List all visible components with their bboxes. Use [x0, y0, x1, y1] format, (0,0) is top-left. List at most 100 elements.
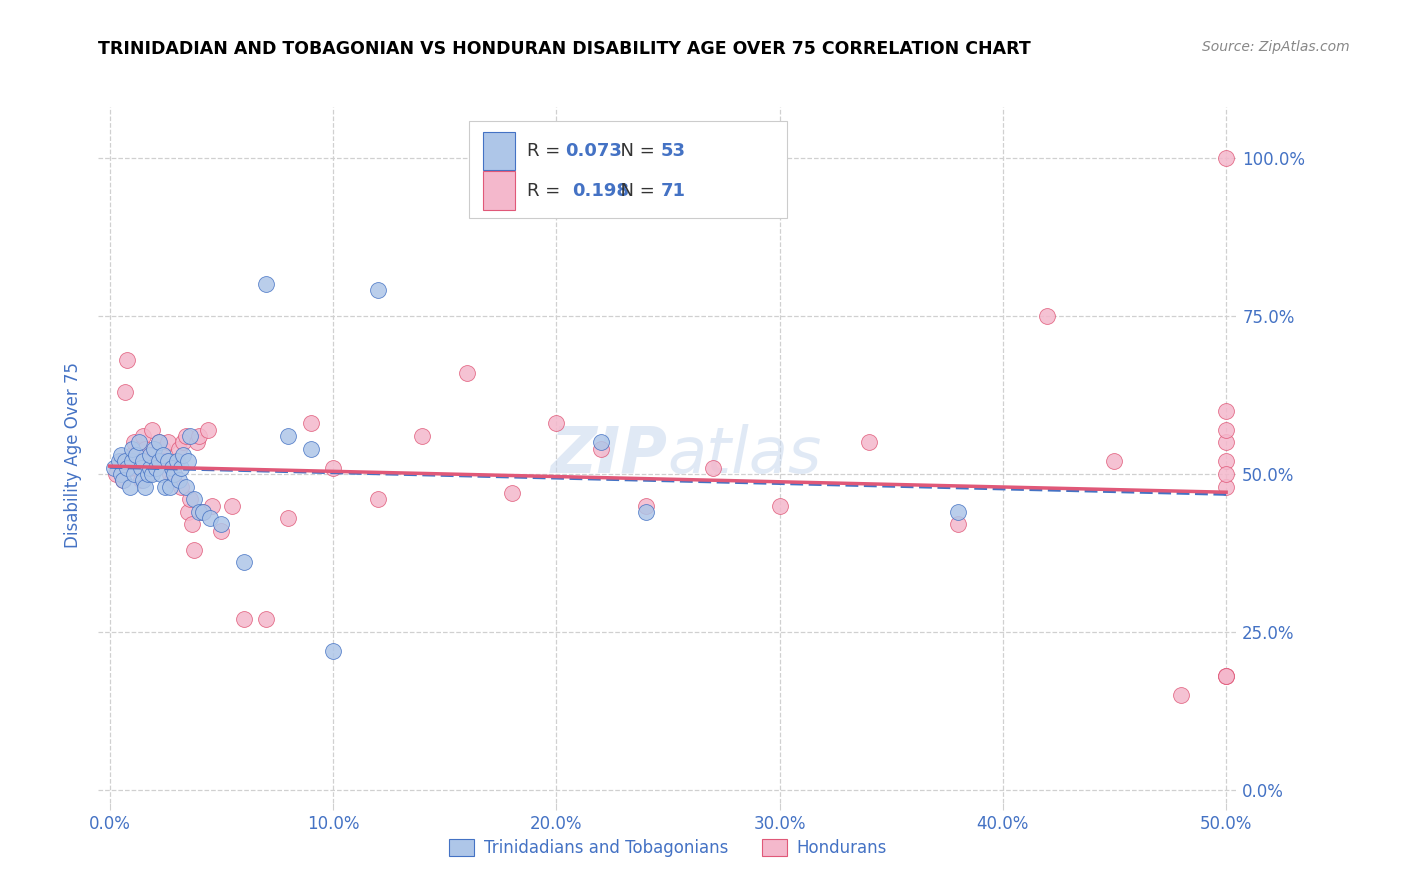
Point — [209, 517, 232, 532]
Point — [149, 467, 172, 481]
Point — [110, 454, 132, 468]
Point — [167, 473, 190, 487]
Point — [1170, 688, 1192, 702]
Point — [143, 442, 166, 456]
Point — [1215, 435, 1237, 450]
Point — [177, 454, 200, 468]
Point — [128, 442, 150, 456]
Point — [166, 454, 188, 468]
Point — [277, 429, 299, 443]
Point — [159, 479, 181, 493]
Point — [1104, 454, 1126, 468]
Point — [183, 492, 205, 507]
Point — [186, 435, 208, 450]
Point — [141, 467, 163, 481]
Point — [172, 448, 194, 462]
Point — [232, 556, 254, 570]
Point — [148, 454, 170, 468]
Text: TRINIDADIAN AND TOBAGONIAN VS HONDURAN DISABILITY AGE OVER 75 CORRELATION CHART: TRINIDADIAN AND TOBAGONIAN VS HONDURAN D… — [98, 40, 1031, 58]
Point — [121, 442, 143, 456]
Point — [179, 429, 201, 443]
Point — [107, 454, 129, 468]
Text: 71: 71 — [661, 182, 686, 200]
Text: Source: ZipAtlas.com: Source: ZipAtlas.com — [1202, 40, 1350, 54]
Point — [1215, 151, 1237, 165]
Point — [125, 448, 148, 462]
Point — [187, 505, 209, 519]
Point — [139, 454, 162, 468]
Point — [103, 460, 125, 475]
Point — [546, 417, 568, 431]
Point — [254, 612, 277, 626]
Point — [134, 479, 156, 493]
Point — [125, 460, 148, 475]
Point — [149, 454, 172, 468]
FancyBboxPatch shape — [484, 171, 515, 210]
Point — [1215, 403, 1237, 417]
Point — [367, 492, 389, 507]
Point — [121, 448, 143, 462]
Point — [118, 479, 141, 493]
Text: R =: R = — [527, 142, 565, 160]
Point — [183, 542, 205, 557]
Point — [322, 644, 344, 658]
Point — [634, 505, 657, 519]
Text: N =: N = — [609, 142, 661, 160]
Point — [299, 417, 322, 431]
Point — [1215, 479, 1237, 493]
Point — [221, 499, 243, 513]
Point — [172, 435, 194, 450]
Point — [129, 460, 152, 475]
Point — [136, 467, 159, 481]
Point — [166, 454, 188, 468]
Point — [163, 467, 186, 481]
Point — [155, 454, 177, 468]
Point — [946, 517, 969, 532]
Point — [145, 460, 167, 475]
Point — [209, 524, 232, 538]
Point — [181, 517, 204, 532]
Point — [155, 479, 177, 493]
Point — [167, 442, 190, 456]
Y-axis label: Disability Age Over 75: Disability Age Over 75 — [65, 362, 83, 548]
Point — [139, 460, 162, 475]
Point — [117, 460, 139, 475]
Point — [254, 277, 277, 292]
Point — [160, 473, 183, 487]
Point — [121, 454, 143, 468]
Point — [1215, 454, 1237, 468]
Point — [768, 499, 790, 513]
Point — [589, 435, 612, 450]
Point — [156, 435, 179, 450]
Point — [132, 429, 155, 443]
Point — [148, 435, 170, 450]
Point — [160, 460, 183, 475]
Point — [114, 384, 136, 399]
Point — [170, 479, 193, 493]
Point — [201, 499, 224, 513]
Point — [501, 486, 523, 500]
Point — [132, 454, 155, 468]
Point — [110, 467, 132, 481]
Point — [134, 442, 156, 456]
FancyBboxPatch shape — [484, 132, 515, 170]
Text: 0.198: 0.198 — [572, 182, 630, 200]
Point — [367, 284, 389, 298]
Point — [456, 366, 478, 380]
Point — [1215, 669, 1237, 683]
Point — [858, 435, 880, 450]
Point — [129, 473, 152, 487]
Point — [299, 442, 322, 456]
Point — [136, 467, 159, 481]
Point — [105, 467, 128, 481]
Point — [198, 511, 221, 525]
Point — [193, 505, 215, 519]
Point — [187, 429, 209, 443]
FancyBboxPatch shape — [468, 121, 787, 219]
Point — [177, 505, 200, 519]
Point — [117, 353, 139, 368]
Point — [145, 460, 167, 475]
Point — [197, 423, 219, 437]
Point — [277, 511, 299, 525]
Legend: Trinidadians and Tobagonians, Hondurans: Trinidadians and Tobagonians, Hondurans — [441, 832, 894, 864]
